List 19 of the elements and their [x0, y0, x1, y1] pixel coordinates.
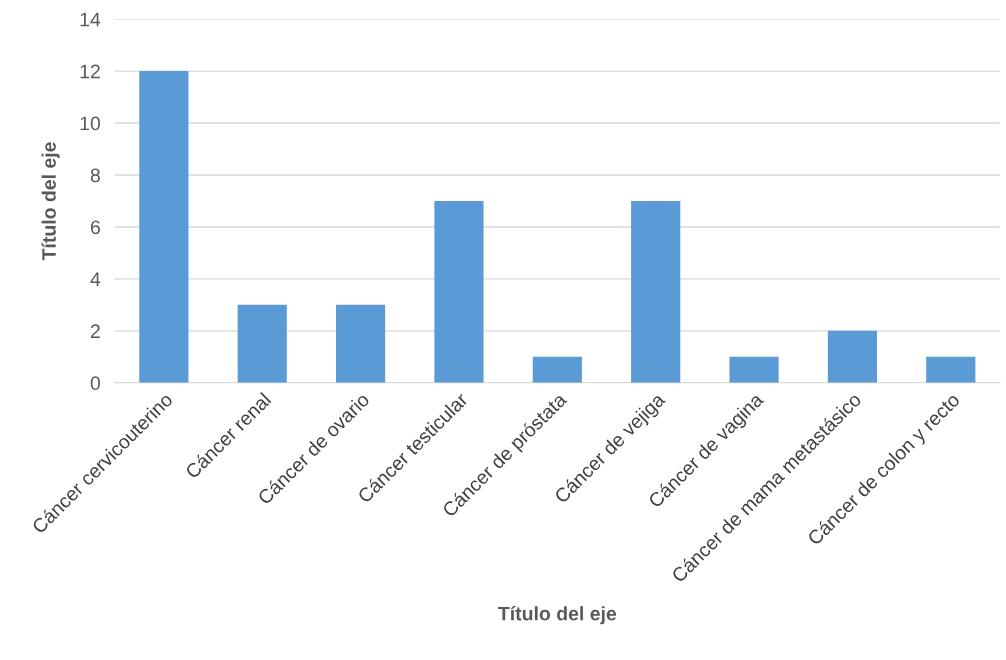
bar — [336, 304, 386, 383]
y-tick-label: 14 — [80, 12, 101, 27]
y-tick-label: 2 — [90, 324, 100, 338]
bar — [237, 304, 287, 383]
bar — [729, 356, 779, 383]
x-axis-title: Título del eje — [498, 606, 617, 625]
y-tick-label: 0 — [90, 376, 101, 391]
bar — [631, 200, 681, 383]
y-tick-label: 10 — [80, 116, 101, 131]
bar — [926, 356, 976, 383]
bar — [139, 71, 189, 383]
y-tick-label: 6 — [90, 220, 100, 235]
y-axis-title: Título del eje — [41, 142, 60, 261]
bar — [532, 356, 582, 383]
y-tick-label: 8 — [90, 168, 100, 183]
y-tick-label: 4 — [90, 272, 101, 286]
y-tick-label: 12 — [80, 64, 100, 79]
bar — [827, 330, 878, 383]
bar — [434, 200, 484, 383]
